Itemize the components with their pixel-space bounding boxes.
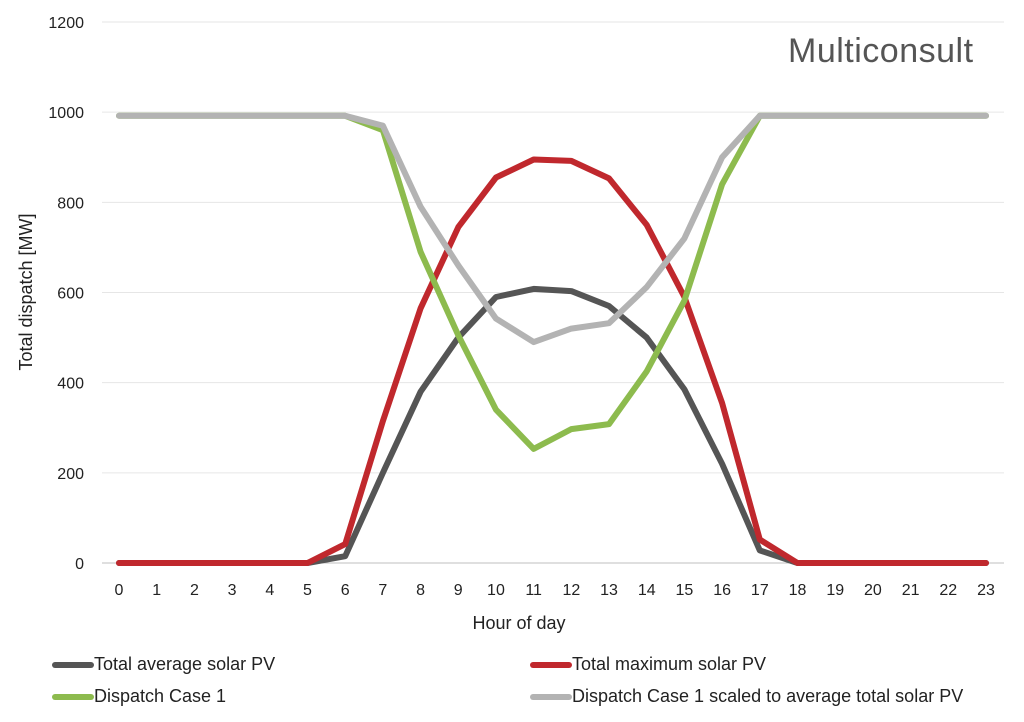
x-tick-label: 5 [303, 582, 312, 599]
y-tick-label: 1200 [48, 15, 84, 32]
legend-item-dispatch-case-1-scaled: Dispatch Case 1 scaled to average total … [530, 686, 963, 707]
legend-item-total-average: Total average solar PV [52, 654, 275, 675]
x-tick-label: 18 [789, 582, 807, 599]
x-tick-label: 11 [525, 582, 542, 599]
x-tick-label: 6 [341, 582, 350, 599]
y-tick-label: 0 [75, 556, 84, 573]
x-tick-label: 0 [115, 582, 124, 599]
logo-text: Multiconsult [788, 32, 974, 70]
legend-swatch [530, 661, 572, 668]
x-tick-label: 20 [864, 582, 882, 599]
x-tick-label: 15 [676, 582, 694, 599]
x-tick-label: 4 [265, 582, 274, 599]
x-tick-label: 16 [713, 582, 731, 599]
legend-item-total-maximum: Total maximum solar PV [530, 654, 766, 675]
gridlines [102, 21, 1004, 564]
series-line-1 [116, 156, 989, 566]
x-tick-label: 3 [228, 582, 237, 599]
legend-label: Total maximum solar PV [572, 654, 767, 674]
y-tick-label: 800 [57, 195, 84, 212]
y-tick-label: 200 [57, 466, 84, 483]
x-tick-label: 1 [152, 582, 161, 599]
legend-label: Total average solar PV [94, 654, 276, 674]
y-tick-label: 1000 [48, 105, 84, 122]
x-tick-label: 21 [902, 582, 920, 599]
x-tick-label: 19 [826, 582, 844, 599]
x-tick-label: 23 [977, 582, 995, 599]
x-axis-title: Hour of day [472, 613, 565, 633]
x-tick-label: 7 [378, 582, 387, 599]
x-tick-label: 22 [939, 582, 957, 599]
x-tick-label: 12 [562, 582, 580, 599]
multiconsult-logo: Multiconsult [788, 32, 974, 71]
y-tick-label: 600 [57, 286, 84, 303]
x-tick-label: 9 [454, 582, 463, 599]
series-line-3 [116, 112, 989, 346]
legend-swatch [52, 661, 94, 668]
y-tick-label: 400 [57, 376, 84, 393]
y-axis-title: Total dispatch [MW] [16, 213, 36, 370]
x-tick-label: 14 [638, 582, 656, 599]
x-tick-label: 10 [487, 582, 505, 599]
legend-label: Dispatch Case 1 [94, 686, 227, 706]
x-tick-label: 13 [600, 582, 618, 599]
x-tick-label: 2 [190, 582, 199, 599]
chart-legend: Total average solar PV Total maximum sol… [0, 648, 1024, 718]
legend-item-dispatch-case-1: Dispatch Case 1 [52, 686, 226, 707]
series-line-2 [116, 112, 989, 452]
legend-swatch [530, 693, 572, 700]
series-lines [116, 112, 989, 566]
x-tick-labels: 0 1 2 3 4 5 6 7 8 9 10 11 12 13 14 15 16 17 18 19 20 21 22 23 [115, 582, 995, 599]
x-tick-label: 8 [416, 582, 425, 599]
legend-swatch [52, 693, 94, 700]
x-tick-label: 17 [751, 582, 769, 599]
legend-label: Dispatch Case 1 scaled to average total … [572, 686, 964, 706]
series-line-0 [116, 285, 989, 566]
y-tick-labels: 0 200 400 600 800 1000 1200 [48, 15, 84, 573]
